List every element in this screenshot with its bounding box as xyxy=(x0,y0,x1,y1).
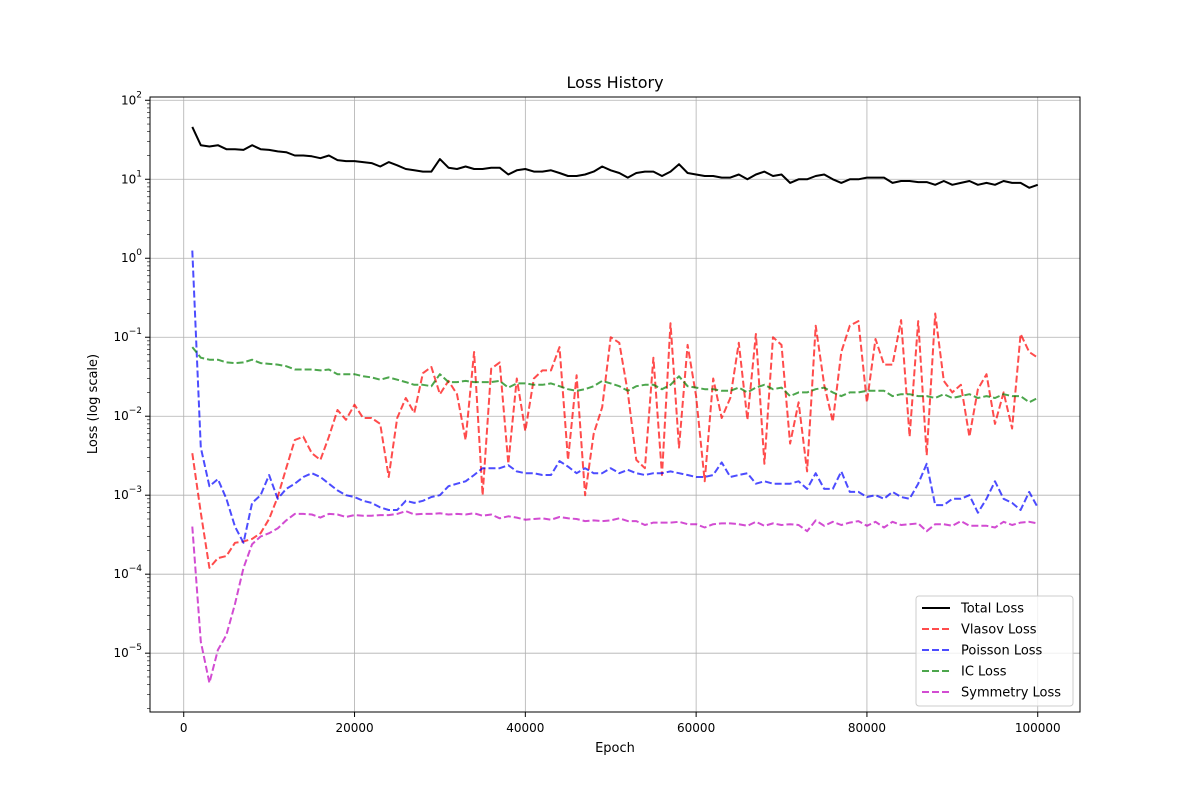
y-tick-label: 10−2 xyxy=(113,406,142,423)
y-tick-label: 10−4 xyxy=(113,564,142,581)
y-tick-label: 101 xyxy=(121,169,142,186)
series-lines xyxy=(191,126,1039,684)
plot-frame xyxy=(149,96,1081,713)
x-tick-label: 40000 xyxy=(506,721,544,735)
x-tick-label: 20000 xyxy=(335,721,373,735)
y-axis-label: Loss (log scale) xyxy=(86,354,101,454)
y-tick-label: 10−3 xyxy=(113,485,142,502)
series-line-poisson-loss xyxy=(191,250,1039,544)
legend-label: Total Loss xyxy=(960,602,1024,617)
x-tick-label: 100000 xyxy=(1015,721,1061,735)
legend-label: Vlasov Loss xyxy=(961,623,1037,638)
x-axis-label: Epoch xyxy=(595,741,635,756)
y-tick-label: 102 xyxy=(121,90,142,107)
chart-title: Loss History xyxy=(566,73,663,92)
y-tick-label: 100 xyxy=(121,248,142,265)
legend-label: Symmetry Loss xyxy=(961,686,1061,701)
legend-label: Poisson Loss xyxy=(961,644,1043,659)
series-line-total-loss xyxy=(191,126,1039,189)
x-axis-ticks: 0 20000 40000 60000 80000 100000 xyxy=(180,712,1061,735)
series-line-symmetry-loss xyxy=(191,510,1038,684)
y-axis-ticks: 10−5 10−4 10−3 10−2 10−1 100 101 102 xyxy=(113,90,150,709)
legend: Total Loss Vlasov Loss Poisson Loss IC Loss… xyxy=(915,595,1074,707)
x-tick-label: 80000 xyxy=(848,721,886,735)
legend-box xyxy=(915,595,1074,707)
series-line-ic-loss xyxy=(191,346,1039,404)
y-tick-label: 10−5 xyxy=(113,643,142,660)
x-tick-label: 0 xyxy=(180,721,188,735)
y-tick-label: 10−1 xyxy=(113,327,142,344)
x-tick-label: 60000 xyxy=(677,721,715,735)
legend-label: IC Loss xyxy=(961,665,1007,680)
